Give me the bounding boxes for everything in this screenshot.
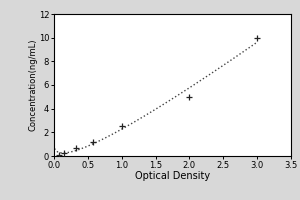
X-axis label: Optical Density: Optical Density bbox=[135, 171, 210, 181]
Y-axis label: Concentration(ng/mL): Concentration(ng/mL) bbox=[28, 39, 37, 131]
